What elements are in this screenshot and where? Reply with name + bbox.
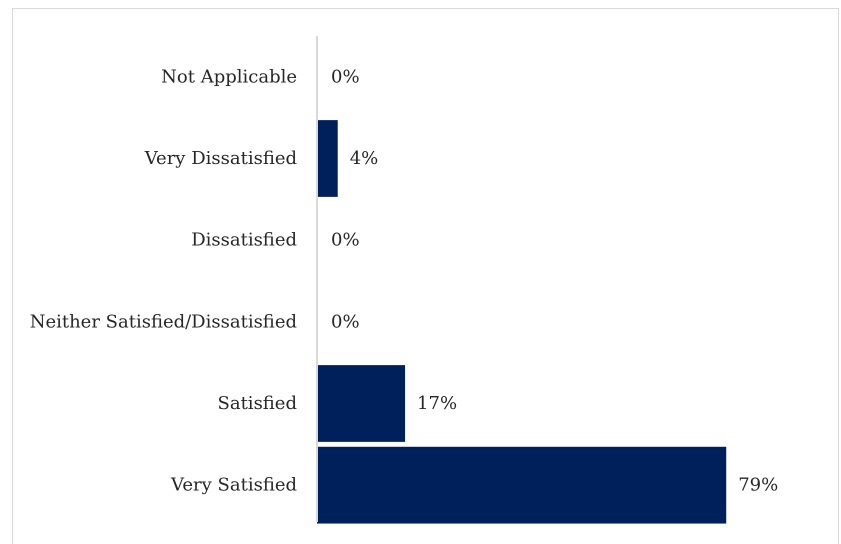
value-label-satisfied: 17% — [417, 393, 457, 414]
bar-satisfied — [317, 365, 406, 442]
category-labels: Not Applicable Very Dissatisfied Dissatisf… — [30, 66, 297, 495]
value-labels: 0% 4% 0% 0% 17% 79% — [331, 66, 778, 495]
category-label-neither-satisfied-dissatisfied: Neither Satisfied/Dissatisfied — [30, 311, 297, 332]
category-label-very-satisfied: Very Satisfied — [170, 475, 297, 496]
bars — [317, 120, 727, 524]
value-label-neither-satisfied-dissatisfied: 0% — [331, 311, 360, 332]
value-label-very-satisfied: 79% — [738, 475, 778, 496]
value-label-dissatisfied: 0% — [331, 230, 360, 251]
category-label-dissatisfied: Dissatisfied — [191, 230, 297, 251]
category-label-not-applicable: Not Applicable — [161, 66, 297, 87]
category-label-satisfied: Satisfied — [218, 393, 297, 414]
category-label-very-dissatisfied: Very Dissatisfied — [144, 148, 297, 169]
bar-very-satisfied — [317, 446, 727, 524]
value-label-not-applicable: 0% — [331, 66, 360, 87]
value-label-very-dissatisfied: 4% — [350, 148, 379, 169]
bar-very-dissatisfied — [317, 120, 338, 197]
